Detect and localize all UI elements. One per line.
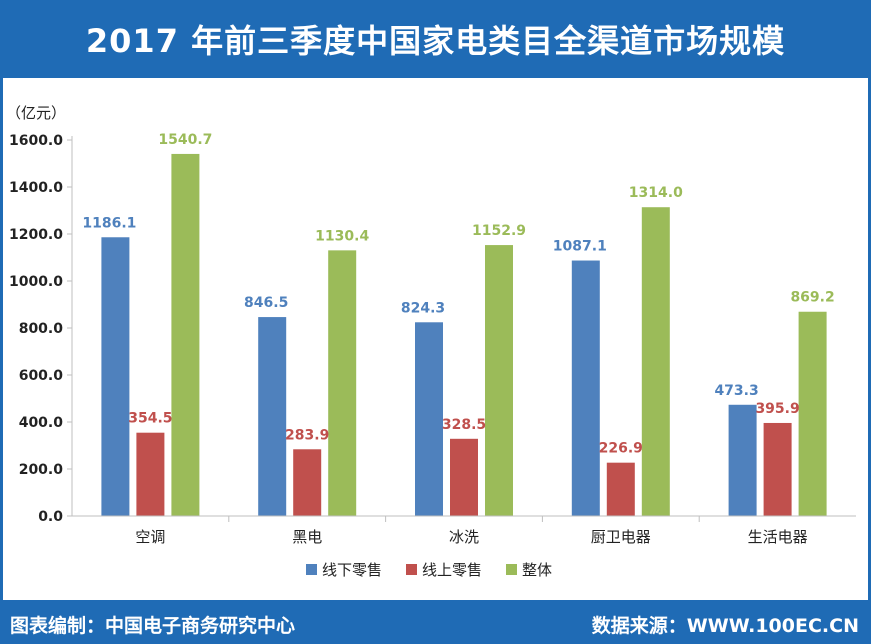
left-border	[0, 78, 3, 600]
data-label: 1087.1	[553, 239, 607, 255]
legend-swatch	[506, 564, 517, 575]
legend-label: 线下零售	[322, 561, 382, 579]
bar	[293, 449, 322, 516]
data-label: 846.5	[244, 295, 288, 311]
legend-swatch	[306, 564, 317, 575]
data-label: 869.2	[790, 290, 834, 306]
x-tick-label: 黑电	[292, 528, 322, 546]
footer-banner: 图表编制：中国电子商务研究中心 数据来源：WWW.100EC.CN	[0, 600, 871, 644]
x-tick-label: 冰洗	[449, 528, 479, 546]
legend: 线下零售 线上零售 整体	[306, 561, 552, 579]
data-label: 1186.1	[82, 215, 136, 231]
y-tick-label: 1200.0	[9, 227, 63, 243]
legend-label: 线上零售	[422, 561, 482, 579]
legend-label: 整体	[522, 561, 552, 579]
bar	[258, 317, 287, 516]
data-label: 328.5	[442, 417, 486, 433]
data-label: 1540.7	[158, 132, 212, 148]
y-tick-label: 200.0	[19, 462, 64, 478]
bar	[485, 245, 513, 517]
legend-swatch	[406, 564, 417, 575]
bar	[763, 422, 792, 516]
y-axis: 0.0 200.0 400.0 600.0 800.0 1000.0 1200.0 1400.…	[9, 133, 73, 525]
data-label: 283.9	[285, 427, 329, 443]
data-source: 数据来源：WWW.100EC.CN	[591, 615, 859, 637]
right-border	[868, 78, 871, 600]
bar	[606, 462, 635, 516]
bar	[415, 322, 443, 516]
data-label: 395.9	[755, 401, 799, 417]
bar	[641, 207, 670, 516]
data-label: 354.5	[128, 411, 172, 427]
y-tick-label: 1000.0	[9, 274, 63, 290]
bar	[101, 237, 130, 517]
bars	[101, 153, 827, 517]
y-tick-label: 1600.0	[9, 133, 63, 149]
data-label: 226.9	[599, 441, 643, 457]
x-tick-label: 生活电器	[748, 528, 808, 546]
bar	[328, 250, 357, 516]
bar	[171, 153, 200, 517]
bar	[136, 432, 165, 516]
data-label: 1130.4	[315, 228, 369, 244]
bar	[450, 438, 478, 516]
x-tick-label: 厨卫电器	[591, 528, 651, 546]
compiled-by: 图表编制：中国电子商务研究中心	[10, 615, 296, 637]
x-tick-label: 空调	[135, 528, 165, 546]
bar-chart: （亿元） 0.0 200.0 400.0 600.0 800.0 1000.0 1200.0…	[6, 104, 856, 579]
bar	[728, 404, 757, 516]
y-axis-unit: （亿元）	[6, 104, 66, 122]
chart-title: 2017 年前三季度中国家电类目全渠道市场规模	[85, 22, 786, 60]
data-label: 1314.0	[629, 185, 683, 201]
y-tick-label: 0.0	[38, 509, 63, 525]
bar	[798, 311, 827, 516]
title-banner: 2017 年前三季度中国家电类目全渠道市场规模	[0, 0, 871, 78]
data-label: 473.3	[714, 383, 758, 399]
data-label: 1152.9	[472, 223, 526, 239]
y-tick-label: 400.0	[19, 415, 64, 431]
data-labels: 1186.1 354.5 1540.7 846.5 283.9 1130.4 824.3 32…	[82, 132, 834, 457]
bar	[571, 260, 600, 516]
y-tick-label: 800.0	[19, 321, 64, 337]
y-tick-label: 600.0	[19, 368, 64, 384]
x-axis: 空调 黑电 冰洗 厨卫电器 生活电器	[72, 515, 856, 546]
y-tick-label: 1400.0	[9, 180, 63, 196]
data-label: 824.3	[401, 300, 445, 316]
